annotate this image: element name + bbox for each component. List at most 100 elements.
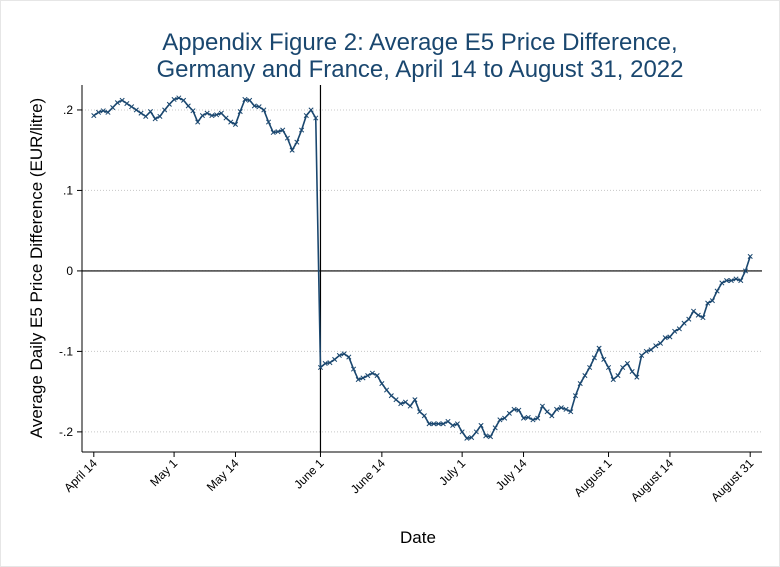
data-point: [95, 109, 102, 115]
data-point: [596, 345, 602, 351]
data-point: [355, 377, 361, 383]
data-point: [143, 113, 149, 119]
data-point: [591, 355, 597, 361]
data-point: [398, 401, 404, 407]
data-point: [402, 399, 409, 405]
data-point: [525, 414, 531, 420]
data-point: [435, 421, 442, 427]
data-point: [686, 316, 692, 322]
data-point: [180, 97, 187, 103]
data-point: [648, 347, 654, 353]
data-point: [322, 360, 328, 367]
data-point: [690, 308, 697, 314]
data-point: [714, 288, 720, 294]
data-point: [464, 435, 470, 441]
data-point: [412, 397, 418, 403]
data-point: [336, 352, 342, 358]
data-point: [582, 372, 588, 379]
data-point: [308, 107, 314, 113]
data-point: [166, 101, 172, 107]
data-point: [572, 393, 579, 399]
data-point: [440, 421, 446, 427]
data-point: [242, 96, 248, 103]
data-point: [152, 116, 158, 122]
y-tick-label: .1: [63, 183, 73, 197]
data-point: [237, 109, 243, 115]
data-point: [114, 100, 120, 106]
data-point: [733, 276, 739, 282]
data-point: [105, 109, 111, 115]
data-point: [676, 326, 682, 332]
data-point: [100, 108, 106, 114]
data-point: [502, 415, 508, 421]
data-point: [294, 139, 300, 145]
data-point: [629, 368, 635, 375]
data-point: [620, 364, 626, 371]
data-point: [223, 115, 229, 121]
data-point: [384, 387, 390, 393]
data-point: [700, 315, 706, 321]
data-point: [299, 127, 305, 133]
data-point: [639, 352, 645, 358]
data-point: [284, 135, 290, 141]
data-point: [747, 253, 753, 259]
data-point: [535, 415, 541, 421]
data-point: [719, 280, 725, 286]
data-point: [228, 119, 234, 125]
data-point: [601, 356, 607, 362]
data-point: [657, 340, 664, 346]
data-point: [110, 104, 116, 111]
data-point: [317, 364, 324, 371]
data-point: [483, 433, 489, 439]
data-point: [577, 381, 583, 387]
data-point: [185, 103, 191, 109]
chart-title: Appendix Figure 2: Average E5 Price Diff…: [162, 29, 677, 56]
data-point: [705, 300, 711, 306]
data-point: [506, 410, 512, 416]
y-tick-label: -.2: [59, 425, 73, 439]
data-point: [662, 335, 668, 341]
data-point: [261, 107, 267, 113]
data-point: [369, 370, 375, 376]
data-point: [530, 417, 536, 423]
data-point: [520, 415, 527, 421]
data-point: [563, 406, 569, 412]
data-point: [605, 364, 612, 371]
data-point: [511, 406, 517, 412]
data-point: [350, 366, 357, 372]
data-point: [327, 360, 333, 366]
data-point: [176, 95, 182, 101]
data-point: [204, 110, 210, 116]
data-point: [568, 409, 574, 415]
data-point: [129, 104, 135, 110]
data-point: [497, 417, 503, 423]
data-point: [280, 127, 286, 133]
data-point: [91, 113, 97, 119]
data-point: [492, 425, 498, 431]
data-point: [275, 129, 281, 135]
y-tick-label: -.1: [59, 344, 73, 358]
y-tick-label: .2: [63, 103, 73, 117]
data-point: [539, 403, 545, 409]
data-point: [232, 121, 239, 127]
data-point: [450, 422, 456, 428]
data-point: [251, 103, 257, 109]
data-point: [634, 374, 640, 380]
data-point: [157, 113, 163, 119]
data-point: [360, 375, 366, 381]
data-point: [162, 107, 168, 113]
data-point: [624, 360, 630, 367]
data-point: [454, 421, 460, 427]
data-point: [478, 422, 484, 428]
data-point: [487, 434, 494, 440]
data-point: [303, 113, 309, 119]
data-point: [431, 421, 437, 427]
data-point: [728, 278, 734, 284]
data-point: [341, 351, 347, 357]
data-point: [516, 407, 522, 413]
data-point: [365, 372, 371, 379]
data-point: [265, 119, 272, 125]
data-point: [473, 429, 479, 435]
